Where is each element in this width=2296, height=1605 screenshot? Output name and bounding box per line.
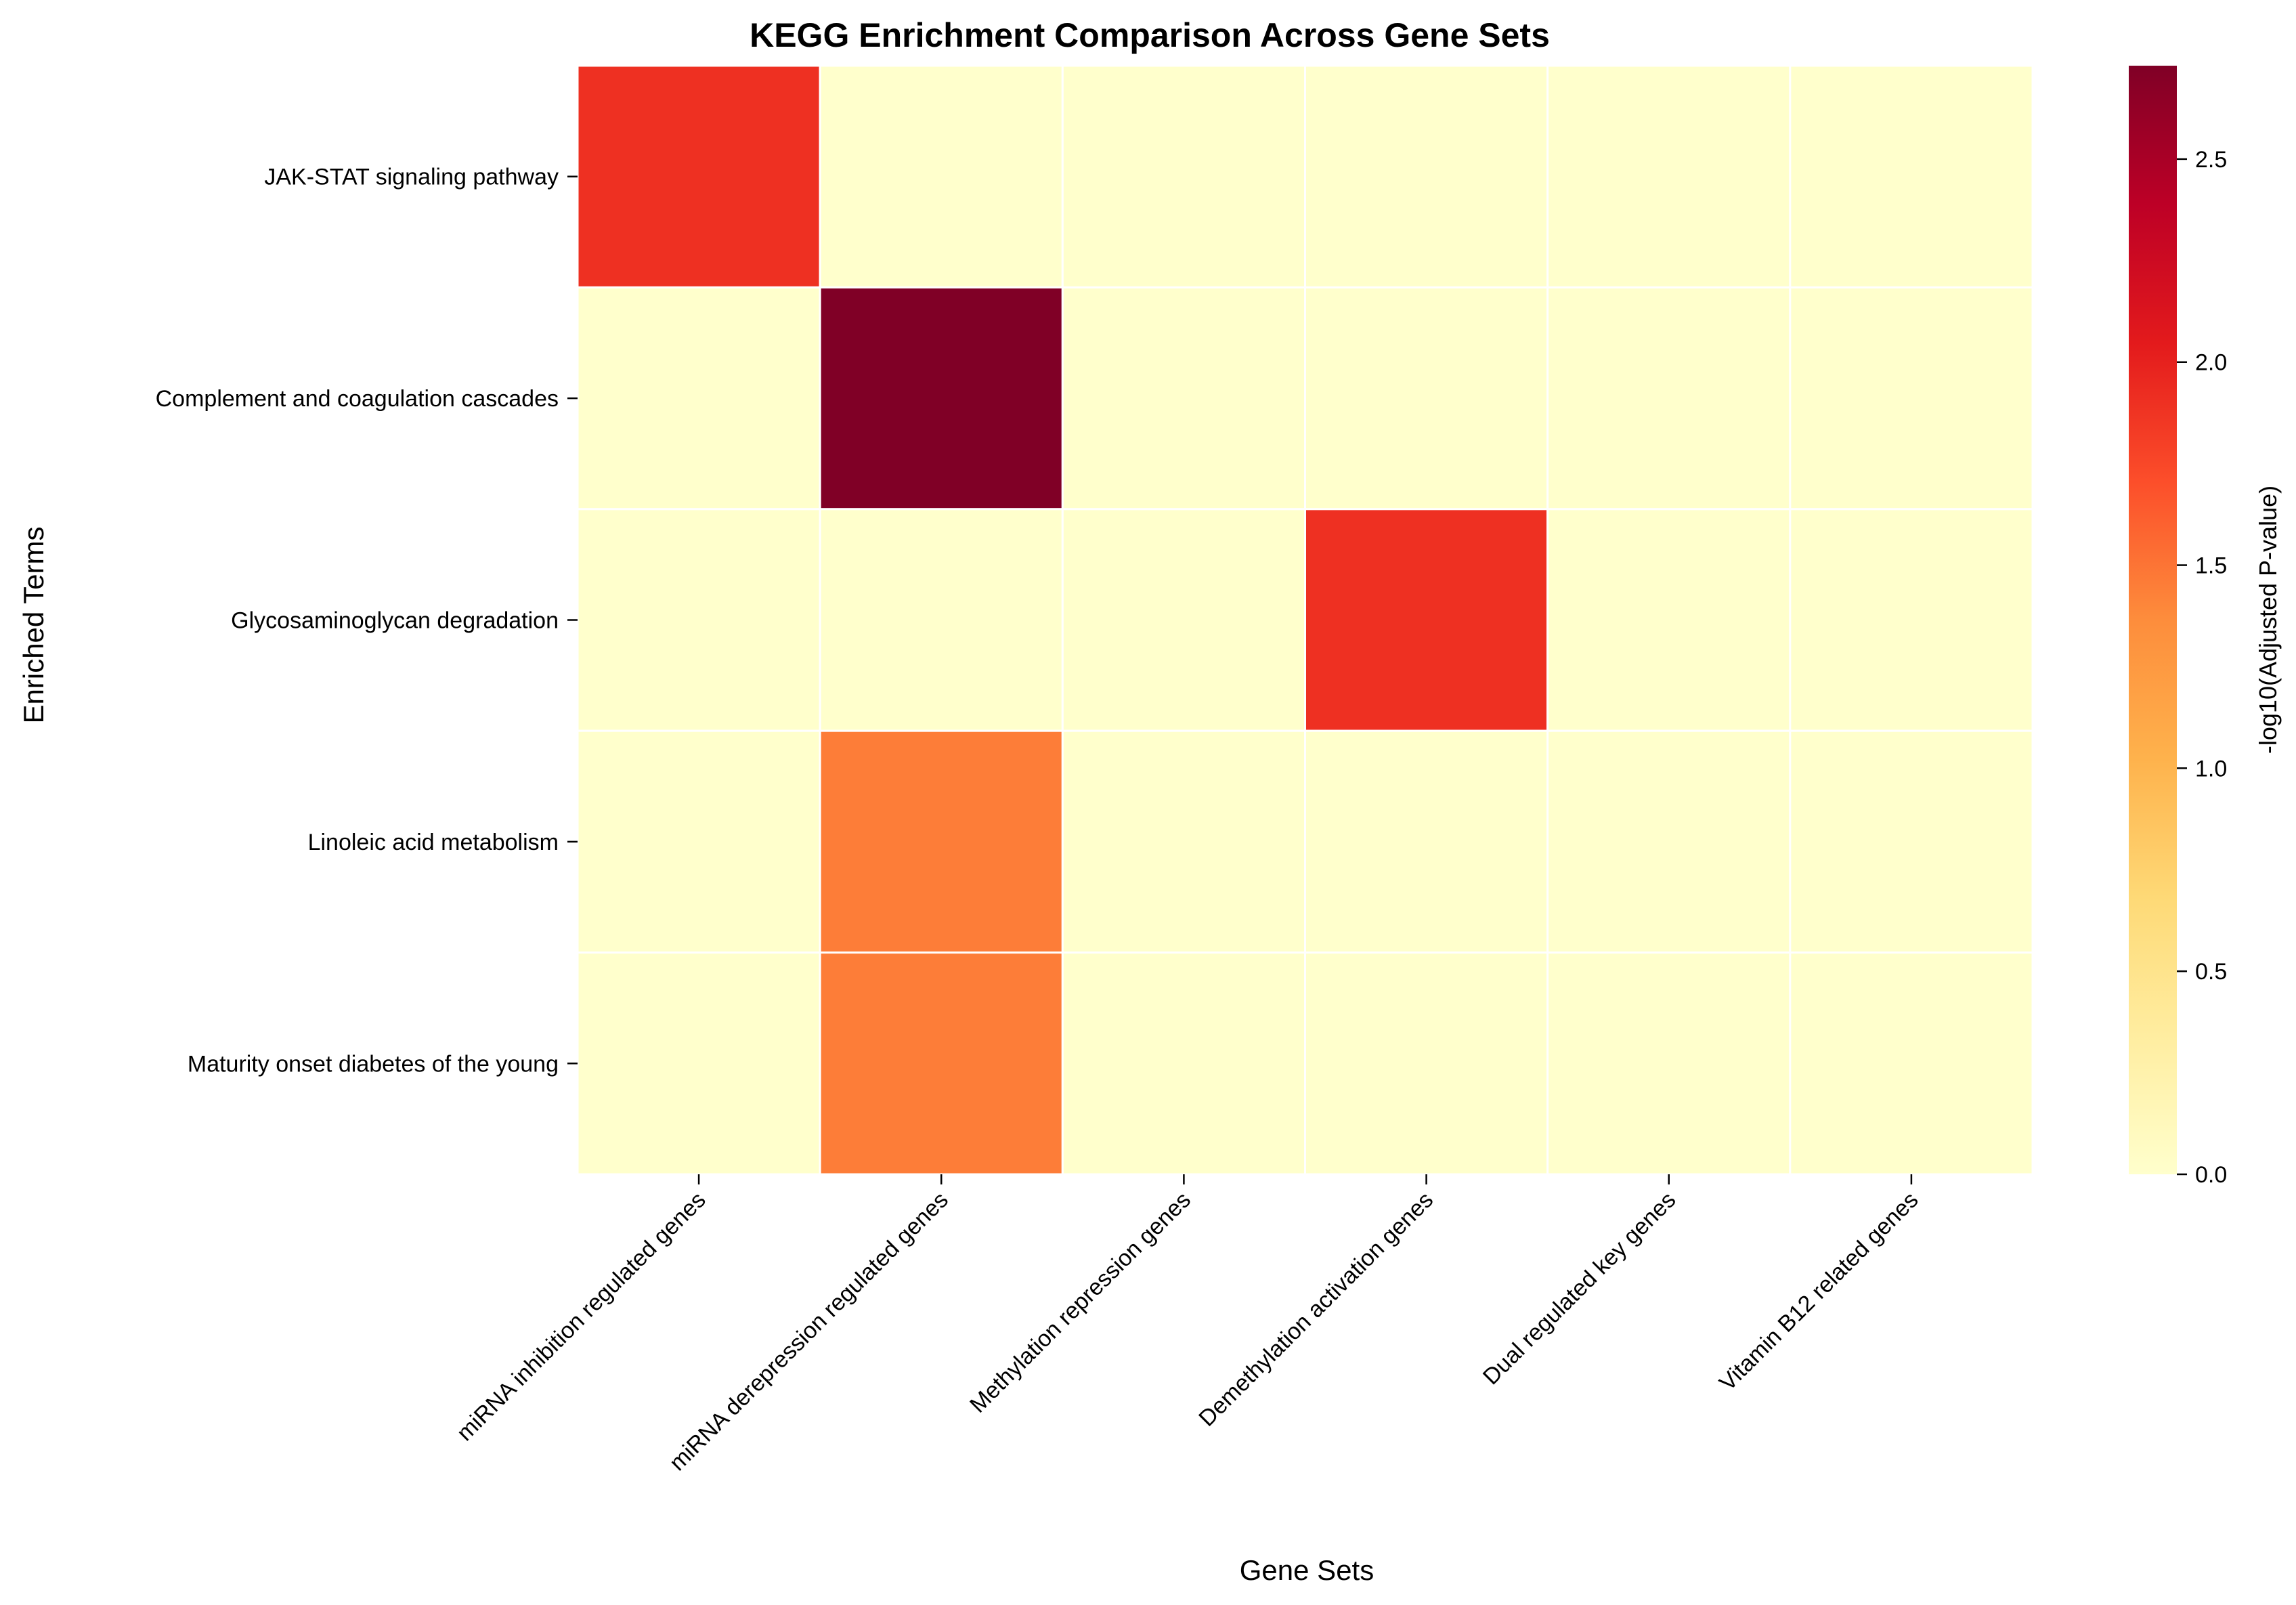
heatmap-cells <box>576 64 2034 1176</box>
x-tick-label: Vitamin B12 related genes <box>1714 1187 1923 1396</box>
heatmap-cell <box>576 64 821 288</box>
y-tick-label: Complement and coagulation cascades <box>156 386 559 412</box>
heatmap-cell <box>819 951 1064 1176</box>
heatmap-cell <box>1304 286 1549 511</box>
heatmap-cell <box>1304 729 1549 954</box>
heatmap-cell <box>1061 951 1307 1176</box>
heatmap-cell <box>1789 64 2034 288</box>
y-tick-label: Maturity onset diabetes of the young <box>188 1051 559 1077</box>
colorbar-tick-label: 0.0 <box>2195 1162 2227 1188</box>
colorbar-ticks: 0.0 0.5 1.0 1.5 2.0 2.5 <box>2177 147 2227 1188</box>
heatmap-cell <box>1304 508 1549 732</box>
y-axis-label: Enriched Terms <box>18 526 49 723</box>
colorbar-tick-label: 0.5 <box>2195 959 2227 985</box>
colorbar-tick-label: 2.0 <box>2195 350 2227 376</box>
heatmap-cell <box>1789 729 2034 954</box>
chart-title: KEGG Enrichment Comparison Across Gene S… <box>750 16 1550 54</box>
heatmap-cell <box>576 286 821 511</box>
x-axis-label: Gene Sets <box>1240 1554 1374 1586</box>
heatmap-cell <box>1061 64 1307 288</box>
heatmap-cell <box>576 951 821 1176</box>
x-tick-label: Dual regulated key genes <box>1478 1187 1681 1390</box>
heatmap-cell <box>1546 508 1792 732</box>
y-tick-label: Linoleic acid metabolism <box>308 830 559 855</box>
heatmap-cell <box>1061 508 1307 732</box>
colorbar <box>2129 66 2177 1174</box>
heatmap-cell <box>819 729 1064 954</box>
heatmap-cell <box>1789 286 2034 511</box>
colorbar-tick-label: 2.5 <box>2195 147 2227 173</box>
heatmap-cell <box>1546 729 1792 954</box>
heatmap-cell <box>1061 729 1307 954</box>
colorbar-tick-label: 1.0 <box>2195 756 2227 782</box>
x-tick-label: miRNA inhibition regulated genes <box>452 1187 710 1446</box>
y-tick-label: Glycosaminoglycan degradation <box>231 608 559 634</box>
heatmap-cell <box>576 508 821 732</box>
heatmap-cell <box>1304 951 1549 1176</box>
x-tick-label: Methylation repression genes <box>965 1187 1196 1418</box>
colorbar-label: -log10(Adjusted P-value) <box>2254 486 2282 754</box>
heatmap-cell <box>819 64 1064 288</box>
heatmap-cell <box>1789 508 2034 732</box>
heatmap-cell <box>576 729 821 954</box>
heatmap-cell <box>1546 951 1792 1176</box>
heatmap-cell <box>1546 64 1792 288</box>
heatmap-cell <box>819 286 1064 511</box>
x-tick-label: Demethylation activation genes <box>1194 1187 1438 1432</box>
heatmap-cell <box>819 508 1064 732</box>
y-axis-ticks: JAK-STAT signaling pathway Complement and… <box>156 165 578 1077</box>
heatmap-cell <box>1304 64 1549 288</box>
colorbar-tick-label: 1.5 <box>2195 553 2227 579</box>
heatmap-cell <box>1061 286 1307 511</box>
heatmap-cell <box>1789 951 2034 1176</box>
y-tick-label: JAK-STAT signaling pathway <box>264 165 559 190</box>
x-tick-label: miRNA derepression regulated genes <box>664 1187 953 1476</box>
heatmap-cell <box>1546 286 1792 511</box>
